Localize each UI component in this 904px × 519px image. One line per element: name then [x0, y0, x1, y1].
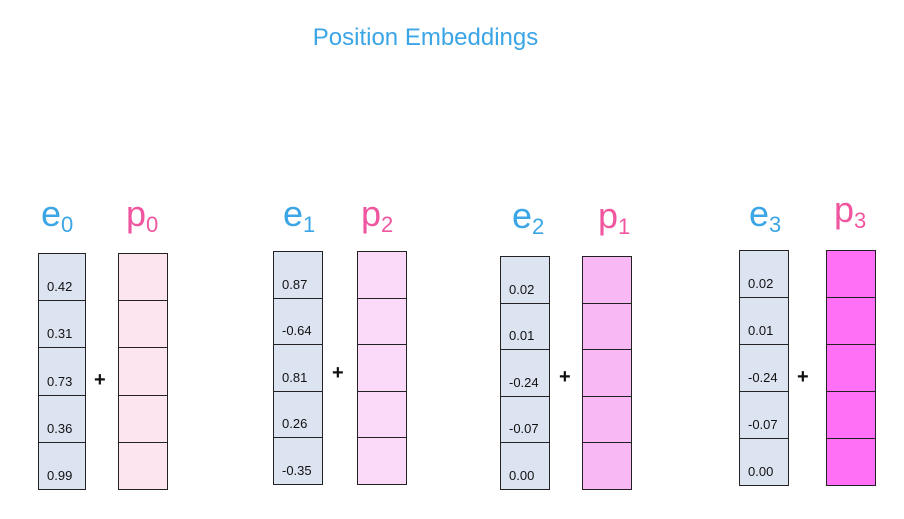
- p0-cell: [119, 254, 167, 300]
- e3-value: -0.07: [740, 391, 788, 438]
- p0-cell: [119, 300, 167, 347]
- e1-value: 0.26: [274, 390, 322, 438]
- p2-vector: [357, 251, 407, 485]
- p1-cell: [583, 257, 631, 303]
- p3-label: p3: [834, 189, 867, 234]
- e0-value: 0.42: [47, 279, 73, 295]
- p0-cell: [119, 347, 167, 394]
- p1-cell: [583, 302, 631, 350]
- p1-cell: [583, 395, 631, 443]
- p2-cell: [358, 344, 406, 391]
- p1-cell: [583, 349, 631, 396]
- p2-label: p2: [361, 193, 394, 238]
- e3-value: 0.02: [748, 276, 774, 291]
- p0-vector: [118, 253, 168, 490]
- p3-cell: [827, 438, 875, 485]
- e2-label: e2: [512, 195, 545, 240]
- e1-label: e1: [283, 193, 316, 238]
- p0-cell: [119, 394, 167, 442]
- p0-cell: [119, 441, 167, 489]
- p3-vector: [826, 250, 876, 486]
- plus-sign: +: [797, 366, 809, 388]
- p1-cell: [583, 442, 631, 489]
- e2-vector: 0.02 0.01 -0.24 -0.07 0.00: [500, 256, 550, 490]
- e2-value: 0.00: [501, 442, 549, 489]
- e0-value: 0.73: [39, 347, 85, 394]
- plus-sign: +: [94, 369, 106, 391]
- plus-sign: +: [559, 366, 571, 388]
- p3-cell: [827, 297, 875, 344]
- e1-value: 0.87: [282, 276, 308, 292]
- p2-cell: [358, 437, 406, 484]
- e3-vector: 0.02 0.01 -0.24 -0.07 0.00: [739, 250, 789, 486]
- e0-value: 0.36: [39, 394, 85, 442]
- plus-sign: +: [332, 362, 344, 384]
- e0-value: 0.31: [39, 300, 85, 347]
- e1-value: -0.64: [274, 297, 322, 345]
- p2-cell: [358, 252, 406, 298]
- diagram-title: Position Embeddings: [312, 24, 539, 51]
- p3-cell: [827, 391, 875, 438]
- p1-label: p1: [598, 195, 631, 240]
- e1-value: -0.35: [274, 437, 322, 484]
- p0-label: p0: [126, 193, 159, 238]
- p2-cell: [358, 390, 406, 438]
- e0-value: 0.99: [39, 441, 85, 489]
- e0-vector: 0.42 0.31 0.73 0.36 0.99: [38, 253, 86, 490]
- p2-cell: [358, 297, 406, 345]
- p1-vector: [582, 256, 632, 490]
- e2-value: 0.01: [501, 302, 549, 350]
- e3-value: 0.01: [740, 297, 788, 344]
- p3-cell: [827, 344, 875, 391]
- e3-value: -0.24: [740, 344, 788, 391]
- p3-cell: [827, 251, 875, 297]
- e0-label: e0: [41, 193, 74, 238]
- e3-label: e3: [749, 193, 782, 238]
- e2-value: -0.07: [501, 395, 549, 443]
- e2-value: -0.24: [501, 349, 549, 396]
- e3-value: 0.00: [740, 438, 788, 485]
- e1-value: 0.81: [274, 344, 322, 391]
- e1-vector: 0.87 -0.64 0.81 0.26 -0.35: [273, 251, 323, 485]
- e2-value: 0.02: [509, 281, 535, 297]
